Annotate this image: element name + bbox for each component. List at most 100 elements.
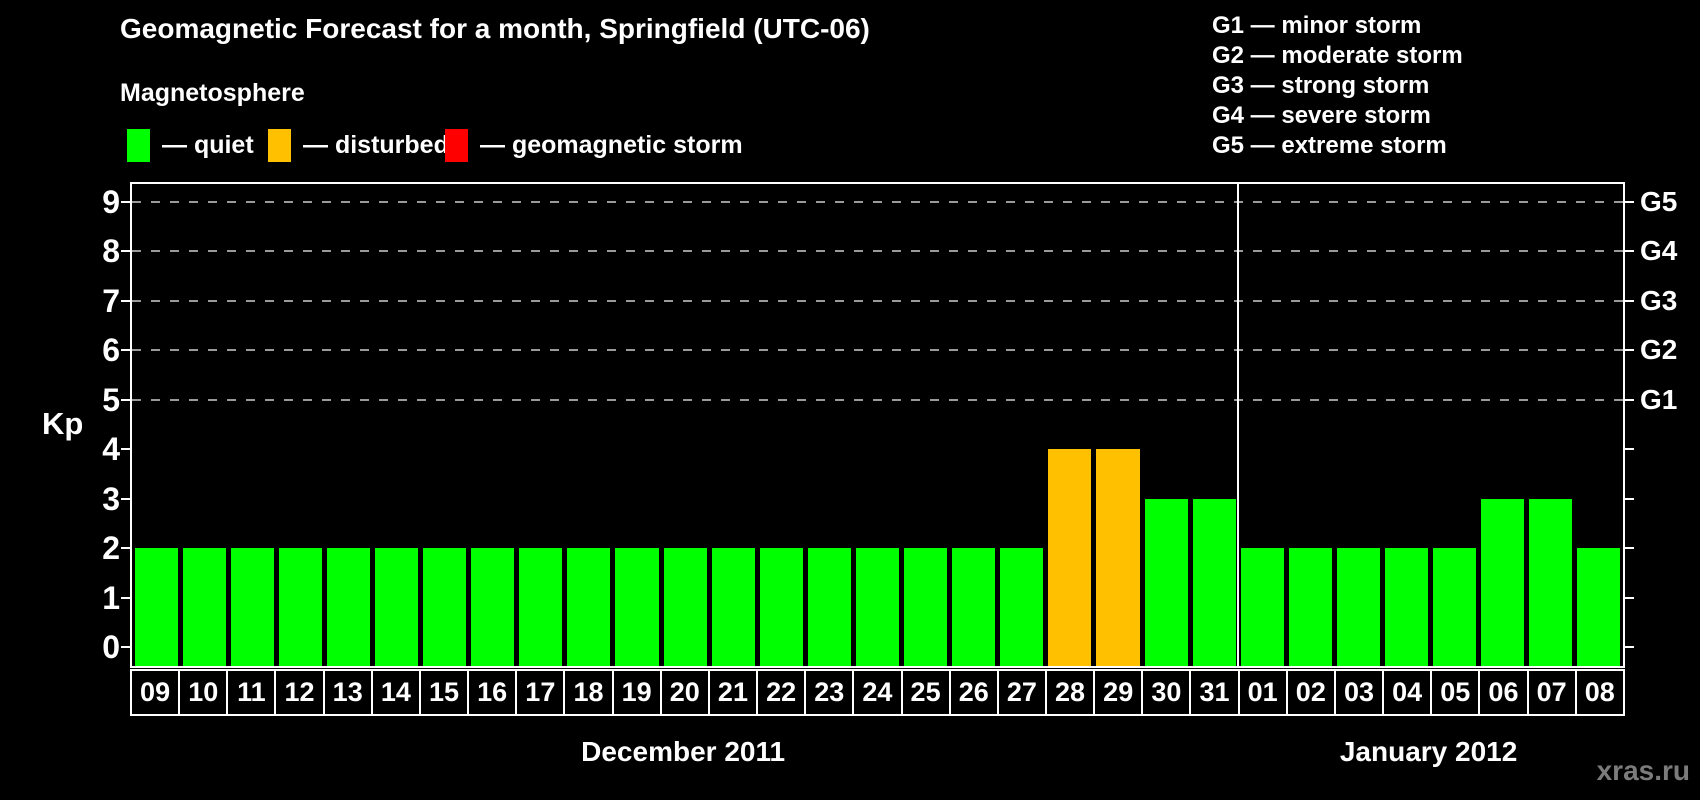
tick-right-kp-9 [1625, 201, 1634, 203]
date-cell-21: 21 [707, 669, 759, 716]
bar-day-08 [1577, 548, 1621, 666]
y-tick-label-5: 5 [102, 381, 120, 418]
bar-day-16 [471, 548, 515, 666]
magnetosphere-label: Magnetosphere [120, 79, 305, 107]
bar-day-17 [519, 548, 563, 666]
date-cell-06: 06 [1478, 669, 1529, 716]
legend-label-storm: — geomagnetic storm [480, 130, 743, 159]
date-cell-26: 26 [948, 669, 999, 716]
g3-legend-row: G3 — strong storm [1212, 72, 1430, 99]
bar-day-25 [904, 548, 948, 666]
bar-day-07 [1529, 498, 1573, 666]
month-separator-line [1237, 184, 1240, 666]
g-axis-label-g4: G4 [1640, 235, 1678, 267]
y-tick-label-1: 1 [102, 579, 120, 616]
y-tick-label-3: 3 [102, 480, 120, 517]
gridline-kp-9 [132, 201, 1623, 203]
date-cell-08: 08 [1574, 669, 1625, 716]
g-axis-label-g3: G3 [1640, 284, 1678, 316]
tick-right-kp-6 [1625, 349, 1634, 352]
gridline-kp-6 [132, 349, 1623, 352]
date-cell-05: 05 [1430, 669, 1481, 716]
date-cell-02: 02 [1285, 669, 1336, 716]
g5-legend-row: G5 — extreme storm [1212, 132, 1447, 159]
date-cell-30: 30 [1141, 669, 1192, 716]
g2-legend-row: G2 — moderate storm [1212, 42, 1463, 69]
date-axis-row: 09 10 11 12 13 14 15 16 17 18 19 20 21 22 23 24 25 26 27 28… [130, 669, 1625, 716]
y-tick-label-9: 9 [102, 184, 120, 220]
date-cell-14: 14 [370, 669, 421, 716]
g-scale-legend: G1 — minor storm G2 — moderate storm G3 … [1212, 11, 1463, 161]
gridline-kp-8 [132, 250, 1623, 253]
date-cell-28: 28 [1044, 669, 1096, 716]
date-cell-23: 23 [804, 669, 855, 716]
tick-left-kp-3 [121, 497, 130, 500]
right-axis-g-labels: G5 G4 G3 G2 G1 [1640, 182, 1700, 668]
date-cell-19: 19 [611, 669, 662, 716]
bar-day-29 [1096, 449, 1140, 666]
bar-day-27 [1000, 548, 1044, 666]
date-cell-24: 24 [852, 669, 903, 716]
tick-left-kp-8 [121, 250, 130, 253]
legend-item-quiet: — quiet [127, 124, 254, 166]
tick-right-kp-0 [1625, 646, 1634, 648]
bar-day-15 [423, 548, 467, 666]
bar-day-13 [326, 548, 370, 666]
date-cell-18: 18 [563, 669, 614, 716]
bar-day-31 [1192, 498, 1236, 666]
bar-day-06 [1481, 498, 1525, 666]
legend-label-disturbed: — disturbed [303, 130, 449, 159]
date-cell-17: 17 [515, 669, 566, 716]
y-axis-title: Kp [42, 406, 84, 441]
date-cell-13: 13 [322, 669, 373, 716]
tick-right-kp-1 [1625, 596, 1634, 599]
legend-item-storm: — geomagnetic storm [445, 124, 743, 166]
date-cell-31: 31 [1189, 669, 1240, 716]
gridline-kp-7 [132, 299, 1623, 302]
bar-day-14 [374, 548, 419, 666]
month-label-january: January 2012 [1339, 736, 1518, 767]
g-axis-label-g2: G2 [1640, 334, 1678, 366]
date-cell-11: 11 [226, 669, 277, 716]
date-cell-25: 25 [900, 669, 951, 716]
tick-right-kp-5 [1625, 398, 1634, 401]
bar-day-03 [1336, 548, 1380, 666]
tick-right-kp-8 [1625, 250, 1634, 253]
y-axis-tick-labels: 0 1 2 3 4 5 6 7 8 9 [0, 182, 120, 668]
y-tick-label-4: 4 [102, 431, 120, 468]
date-cell-15: 15 [418, 669, 470, 716]
bar-day-18 [567, 548, 611, 666]
tick-left-kp-9 [121, 201, 130, 203]
tick-right-kp-7 [1625, 299, 1634, 302]
y-tick-label-7: 7 [102, 282, 120, 319]
bar-day-23 [807, 548, 851, 666]
tick-left-kp-7 [121, 299, 130, 302]
bar-day-19 [615, 548, 659, 666]
y-tick-label-6: 6 [102, 332, 120, 369]
bar-day-04 [1385, 548, 1429, 666]
date-cell-09: 09 [130, 669, 181, 716]
g-axis-label-g1: G1 [1640, 383, 1678, 415]
tick-left-kp-5 [121, 398, 130, 401]
bar-day-02 [1288, 548, 1332, 666]
date-cell-12: 12 [274, 669, 325, 716]
bar-day-22 [759, 548, 803, 666]
date-cell-27: 27 [996, 669, 1047, 716]
disturbed-color-swatch [268, 128, 291, 162]
tick-right-kp-3 [1625, 497, 1634, 500]
month-label-december: December 2011 [581, 736, 786, 767]
chart-title: Geomagnetic Forecast for a month, Spring… [120, 13, 870, 44]
date-cell-22: 22 [756, 669, 807, 716]
bar-day-12 [278, 548, 322, 666]
tick-right-kp-2 [1625, 547, 1634, 550]
tick-left-kp-2 [121, 547, 130, 550]
plot-area [121, 182, 1634, 668]
bar-day-21 [711, 548, 755, 666]
date-cell-29: 29 [1093, 669, 1144, 716]
bar-day-24 [855, 548, 900, 666]
legend-item-disturbed: — disturbed [268, 124, 449, 166]
tick-left-kp-0 [121, 646, 130, 648]
y-tick-label-2: 2 [102, 530, 120, 567]
bar-day-10 [182, 548, 226, 666]
